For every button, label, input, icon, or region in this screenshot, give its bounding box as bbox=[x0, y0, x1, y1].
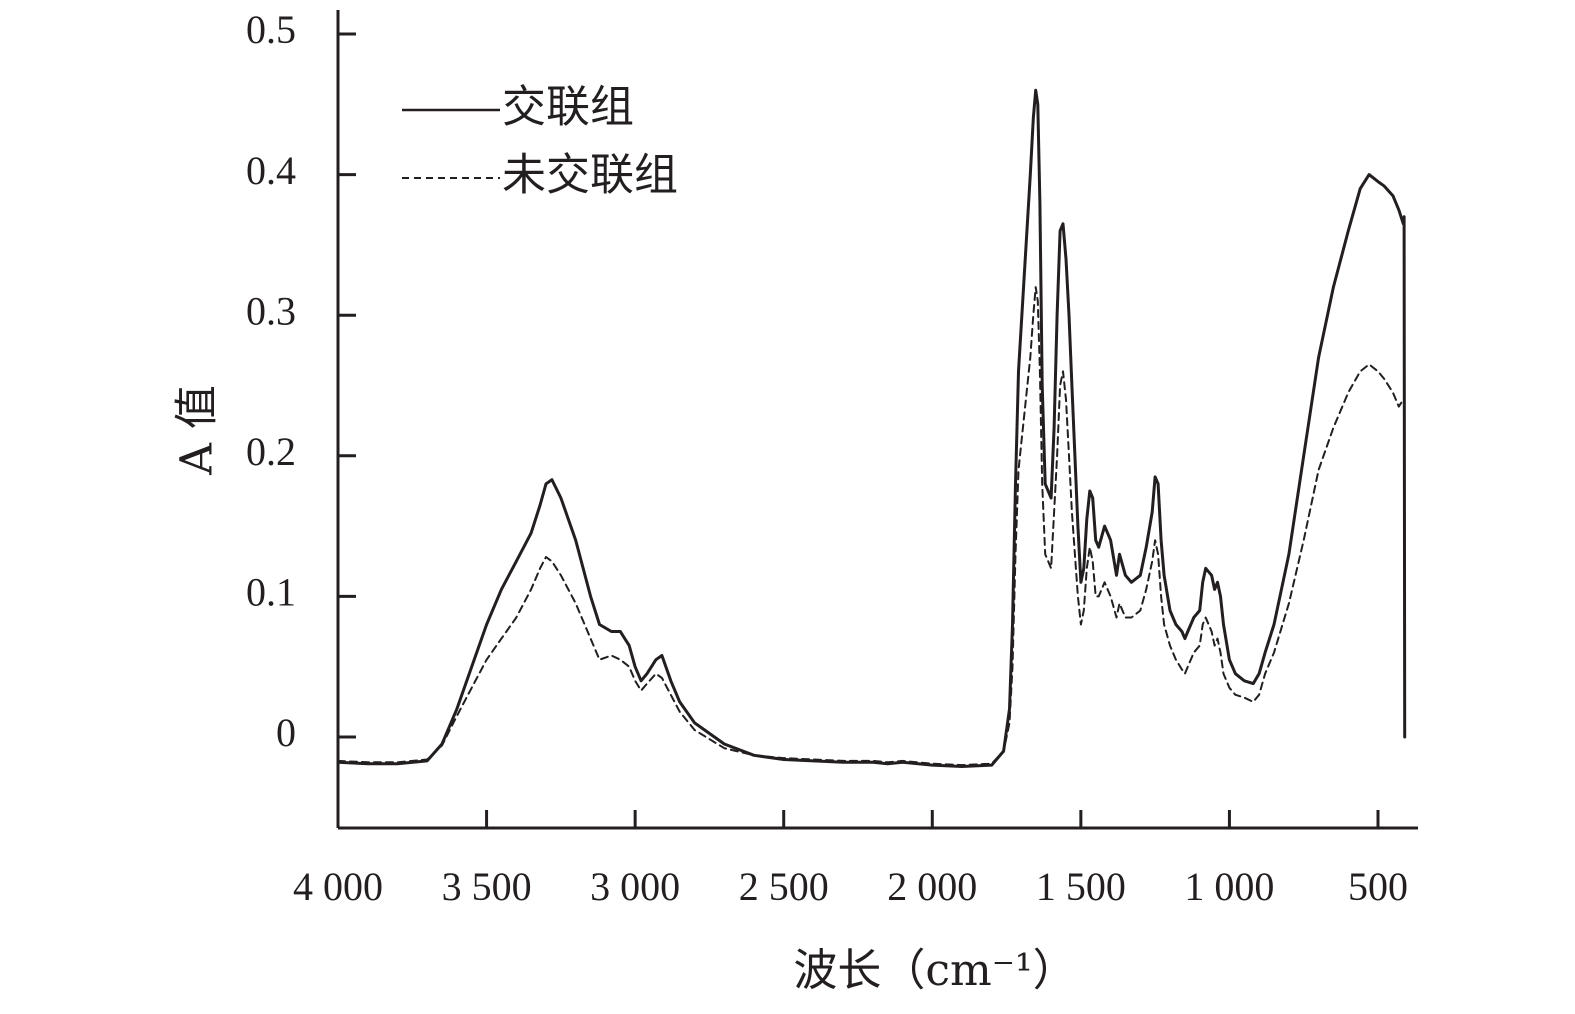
x-tick-label: 4 000 bbox=[293, 864, 383, 909]
legend: 交联组 未交联组 bbox=[402, 82, 678, 201]
x-tick-label: 1 500 bbox=[1036, 864, 1126, 909]
series-group bbox=[336, 88, 1407, 768]
x-tick-label: 2 000 bbox=[887, 864, 977, 909]
x-tick-label: 1 000 bbox=[1184, 864, 1274, 909]
series-crosslinked-line bbox=[336, 88, 1407, 768]
series-uncrosslinked-line bbox=[337, 286, 1405, 767]
x-tick-label: 3 500 bbox=[442, 864, 532, 909]
y-tick-label: 0.2 bbox=[246, 429, 296, 474]
y-tick-label: 0.1 bbox=[246, 570, 296, 615]
y-tick-label: 0.5 bbox=[246, 7, 296, 52]
legend-label-crosslinked: 交联组 bbox=[502, 82, 634, 133]
y-tick-label: 0.3 bbox=[246, 288, 296, 333]
axes bbox=[336, 10, 1418, 830]
y-axis-title: A 值 bbox=[172, 385, 223, 476]
y-tick-label: 0 bbox=[276, 710, 296, 755]
y-tick-label: 0.4 bbox=[246, 148, 296, 193]
legend-label-uncrosslinked: 未交联组 bbox=[502, 150, 678, 201]
y-ticks: 0 0.1 0.2 0.3 0.4 0.5 bbox=[246, 7, 356, 755]
x-tick-label: 3 000 bbox=[590, 864, 680, 909]
x-tick-label: 500 bbox=[1348, 864, 1408, 909]
x-tick-label: 2 500 bbox=[739, 864, 829, 909]
x-axis-title: 波长（cm⁻¹） bbox=[793, 945, 1076, 996]
x-ticks: 4 000 3 500 3 000 2 500 2 000 1 500 1 000 500 bbox=[293, 810, 1408, 909]
